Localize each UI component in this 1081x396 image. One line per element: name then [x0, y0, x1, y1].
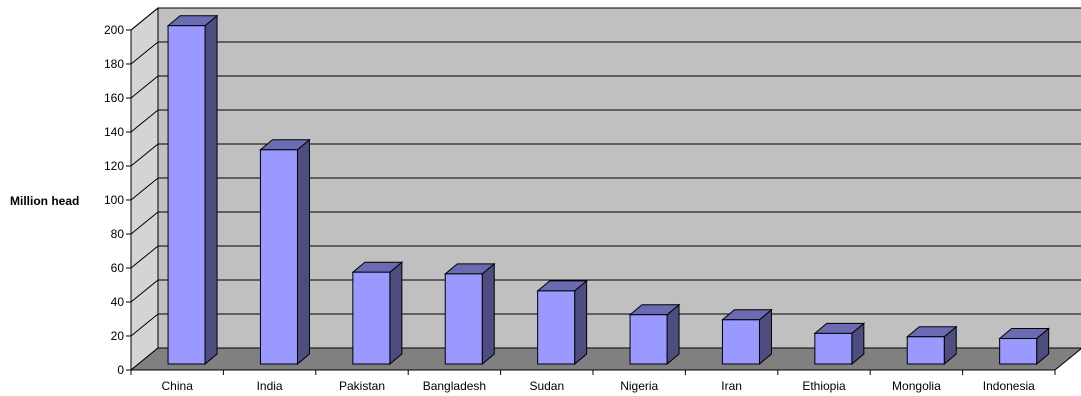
y-tick-label: 40 — [111, 295, 125, 309]
bar-front — [721, 319, 760, 365]
y-tick-label: 100 — [104, 193, 124, 207]
y-tick-label: 180 — [104, 57, 124, 71]
x-tick-label: Iran — [721, 379, 742, 393]
y-tick-label: 140 — [104, 125, 124, 139]
bar-side — [481, 262, 495, 366]
y-tick-label: 160 — [104, 91, 124, 105]
gridline — [130, 211, 1081, 235]
bar-china — [166, 14, 219, 366]
gridline — [130, 7, 1081, 31]
y-tick-label: 60 — [111, 261, 125, 275]
gridline — [130, 313, 1081, 337]
bar-side — [574, 279, 588, 366]
x-tick-label: Pakistan — [339, 379, 385, 393]
gridline — [130, 143, 1081, 167]
bar-front — [906, 336, 945, 365]
bar-front — [444, 273, 483, 365]
gridline — [130, 41, 1081, 65]
bar-front — [259, 149, 298, 365]
bar-nigeria — [628, 303, 681, 366]
bar-front — [629, 314, 668, 365]
gridline — [130, 75, 1081, 99]
x-tick-label: Nigeria — [620, 379, 658, 393]
gridline — [130, 109, 1081, 133]
x-tick-label: India — [257, 379, 283, 393]
y-tick-label: 0 — [117, 363, 124, 377]
bar-bangladesh — [443, 262, 496, 366]
bar-front — [352, 271, 391, 365]
y-axis-title: Million head — [10, 194, 79, 208]
bar-ethiopia — [813, 322, 866, 366]
bar-side — [204, 14, 218, 366]
y-tick-label: 20 — [111, 329, 125, 343]
bar-front — [814, 332, 853, 365]
bar-indonesia — [998, 327, 1051, 366]
x-tick-label: Bangladesh — [423, 379, 486, 393]
bar-mongolia — [905, 325, 958, 366]
y-tick-label: 120 — [104, 159, 124, 173]
x-tick-label: China — [162, 379, 194, 393]
bar-front — [537, 290, 576, 365]
bar-front — [167, 25, 206, 365]
gridline — [130, 177, 1081, 201]
bar-iran — [721, 308, 773, 366]
gridline — [130, 279, 1081, 303]
y-tick-label: 80 — [111, 227, 125, 241]
x-tick-label: Sudan — [529, 379, 564, 393]
bar-sudan — [536, 279, 589, 366]
bar-side — [296, 138, 310, 366]
bar-front — [999, 338, 1038, 365]
bar-india — [259, 138, 311, 366]
gridline — [130, 245, 1081, 269]
x-tick-label: Indonesia — [983, 379, 1035, 393]
gridlines — [130, 7, 1081, 337]
x-tick-label: Mongolia — [892, 379, 941, 393]
bars — [166, 14, 1051, 366]
x-tick-label: Ethiopia — [802, 379, 846, 393]
bar-pakistan — [351, 261, 404, 366]
y-tick-label: 200 — [104, 23, 124, 37]
axes — [126, 29, 1056, 375]
labels: 0 20 40 60 80 100 120 140 160 180 200 China India Pak… — [104, 23, 1035, 393]
bar-side — [389, 261, 403, 366]
